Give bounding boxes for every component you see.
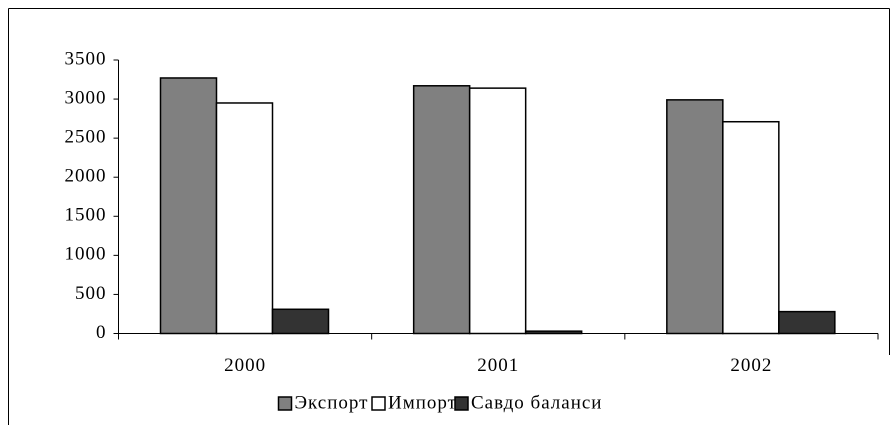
bar bbox=[524, 330, 583, 335]
bar bbox=[778, 310, 836, 335]
y-tick-label: 3000 bbox=[65, 87, 107, 108]
y-tick-label: 2500 bbox=[65, 127, 107, 148]
y-tick-label: 1000 bbox=[65, 244, 107, 265]
legend-label: Савдо баланси bbox=[471, 392, 602, 413]
legend-swatch bbox=[277, 396, 293, 411]
bar bbox=[215, 102, 274, 335]
legend-swatch bbox=[454, 396, 469, 411]
bar bbox=[468, 87, 527, 335]
legend-label: Импорт bbox=[388, 392, 457, 413]
x-tick-label: 2000 bbox=[224, 355, 266, 376]
bar bbox=[412, 85, 471, 335]
y-tick-label: 3500 bbox=[65, 48, 107, 69]
y-tick-label: 1500 bbox=[65, 205, 107, 226]
y-tick-label: 2000 bbox=[65, 166, 107, 187]
bar bbox=[722, 120, 780, 335]
bar bbox=[159, 77, 218, 335]
legend-label: Экспорт bbox=[295, 392, 369, 413]
y-tick-label: 0 bbox=[96, 322, 107, 343]
bar bbox=[271, 308, 330, 335]
x-tick-label: 2002 bbox=[730, 355, 772, 376]
bar bbox=[666, 99, 724, 335]
legend-swatch bbox=[371, 396, 386, 411]
y-tick-label: 500 bbox=[75, 283, 107, 304]
x-tick-label: 2001 bbox=[477, 355, 519, 376]
